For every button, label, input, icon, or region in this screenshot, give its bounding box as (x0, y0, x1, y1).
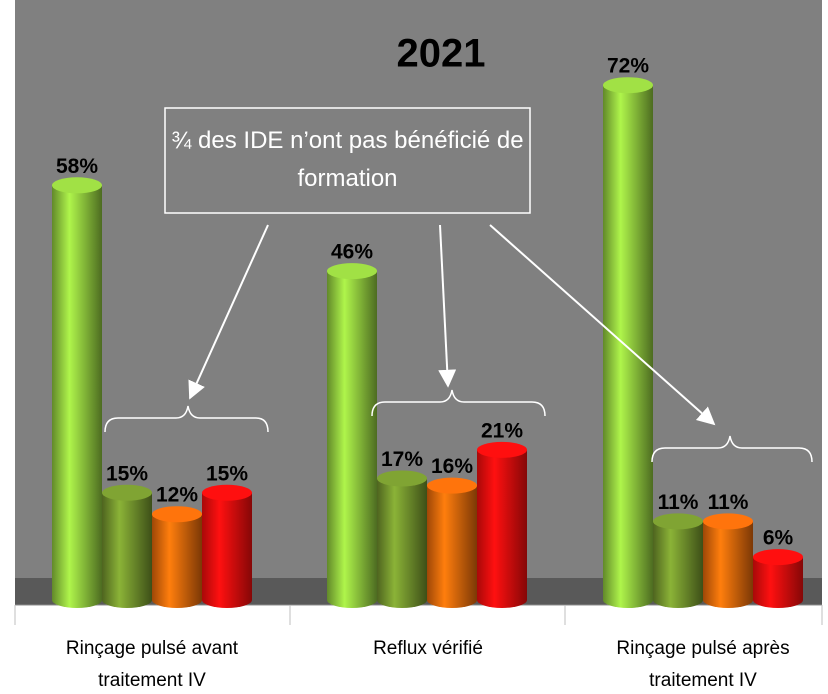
bar (477, 441, 527, 608)
bar (703, 513, 753, 608)
bar-body (477, 449, 527, 600)
bar-body (102, 492, 152, 600)
bar-top (152, 506, 202, 523)
bar-top (377, 470, 427, 487)
bar-body (52, 185, 102, 601)
bar-body (377, 478, 427, 600)
bar (52, 177, 102, 608)
value-label: 6% (763, 527, 794, 550)
x-tick-label: Rinçage pulsé après traitement IV (616, 638, 790, 691)
value-label: 15% (106, 462, 148, 485)
category-label-wrap: Reflux vérifié (373, 638, 483, 659)
value-label: 15% (206, 462, 248, 485)
category-label-wrap: Rinçage pulsé avant traitement IV (65, 638, 239, 691)
value-label: 58% (56, 155, 98, 178)
bar (102, 484, 152, 608)
bar (327, 263, 377, 608)
annotation-box (164, 107, 531, 214)
value-label: 16% (431, 455, 473, 478)
bar (427, 477, 477, 608)
value-label: 11% (708, 491, 749, 514)
arrows (188, 224, 716, 426)
bar-top (327, 263, 377, 280)
braces (104, 389, 813, 463)
annotation-wrap: ¾ des IDE n’ont pas bénéficié de formati… (171, 127, 524, 192)
annotation: ¾ des IDE n’ont pas bénéficié de formati… (171, 127, 524, 192)
bars: 58% 46% 72% 15% 17% 11% 12% 16% 11% 15% 21% 6% (52, 55, 803, 608)
chart-title: 2021 (397, 32, 486, 76)
bar-top (202, 484, 252, 501)
category-labels: Rinçage pulsé avant traitement IV Reflux … (65, 638, 790, 691)
x-tick-label: Rinçage pulsé avant traitement IV (65, 638, 239, 691)
bar-top (653, 513, 703, 530)
bar (377, 470, 427, 608)
bar-top (102, 484, 152, 501)
category-separators (14, 605, 823, 625)
bar-body (603, 85, 653, 600)
value-label: 17% (381, 448, 423, 471)
bar-body (427, 485, 477, 600)
bar-body (703, 521, 753, 600)
bar-top (753, 549, 803, 566)
bar-top (477, 441, 527, 458)
category-label-wrap: Rinçage pulsé après traitement IV (616, 638, 790, 691)
value-label: 12% (156, 484, 198, 507)
bar (603, 77, 653, 608)
bar-body (653, 521, 703, 600)
value-label: 21% (481, 419, 523, 442)
bar-top (427, 477, 477, 494)
bar-body (327, 271, 377, 600)
value-label: 72% (607, 55, 649, 78)
value-label: 46% (331, 241, 373, 264)
bar-top (52, 177, 102, 194)
bar (653, 513, 703, 608)
bar-top (703, 513, 753, 530)
bar-body (202, 492, 252, 600)
bar (152, 506, 202, 608)
x-tick-label: Reflux vérifié (373, 638, 483, 659)
bar-body (152, 514, 202, 600)
value-label: 11% (658, 491, 699, 514)
bar-top (603, 77, 653, 94)
bar (202, 484, 252, 608)
bar (753, 549, 803, 608)
